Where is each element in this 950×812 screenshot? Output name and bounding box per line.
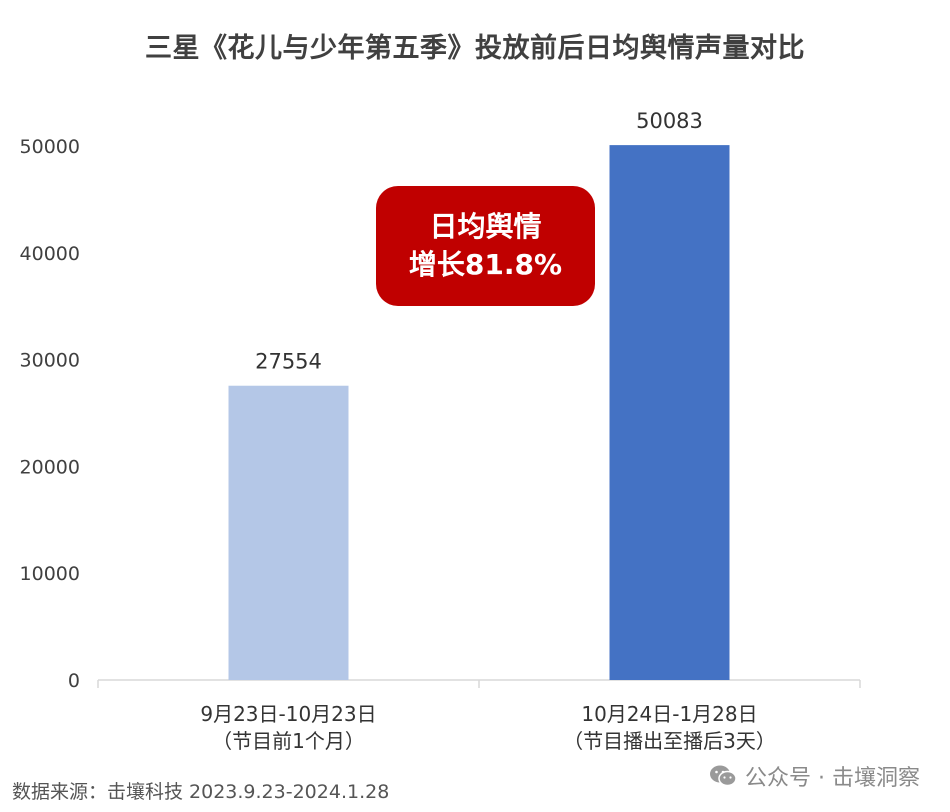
x-axis: 9月23日-10月23日 （节目前1个月） 10月24日-1月28日 （节目播出至播后… bbox=[97, 679, 861, 753]
watermark-text: 公众号 · 击壤洞察 bbox=[745, 766, 920, 791]
y-tick-label: 20000 bbox=[20, 456, 80, 478]
callout-line-1: 日均舆情 bbox=[429, 210, 542, 243]
callout-line-2: 增长81.8% bbox=[408, 248, 563, 281]
data-label: 27554 bbox=[255, 350, 322, 374]
y-tick-label: 50000 bbox=[20, 136, 80, 158]
y-tick-label: 40000 bbox=[20, 243, 80, 265]
data-labels: 27554 50083 bbox=[255, 109, 703, 374]
data-label: 50083 bbox=[636, 109, 703, 133]
growth-callout: 日均舆情 增长81.8% bbox=[376, 186, 595, 306]
y-tick-label: 30000 bbox=[20, 350, 80, 372]
source-note: 数据来源：击壤科技 2023.9.23-2024.1.28 bbox=[12, 781, 390, 803]
y-axis: 0 10000 20000 30000 40000 50000 bbox=[20, 136, 80, 692]
bar bbox=[228, 385, 349, 680]
bar bbox=[609, 145, 730, 681]
y-tick-label: 10000 bbox=[20, 563, 80, 585]
chart-title: 三星《花儿与少年第五季》投放前后日均舆情声量对比 bbox=[145, 33, 805, 64]
x-category-label: 10月24日-1月28日 bbox=[581, 702, 757, 726]
y-tick-label: 0 bbox=[68, 670, 80, 692]
x-category-label: （节目前1个月） bbox=[212, 729, 365, 753]
x-category-label: （节目播出至播后3天） bbox=[563, 729, 776, 753]
x-category-label: 9月23日-10月23日 bbox=[200, 702, 376, 726]
wechat-icon bbox=[710, 765, 737, 787]
wechat-watermark: 公众号 · 击壤洞察 bbox=[709, 760, 920, 792]
bars bbox=[228, 145, 730, 681]
